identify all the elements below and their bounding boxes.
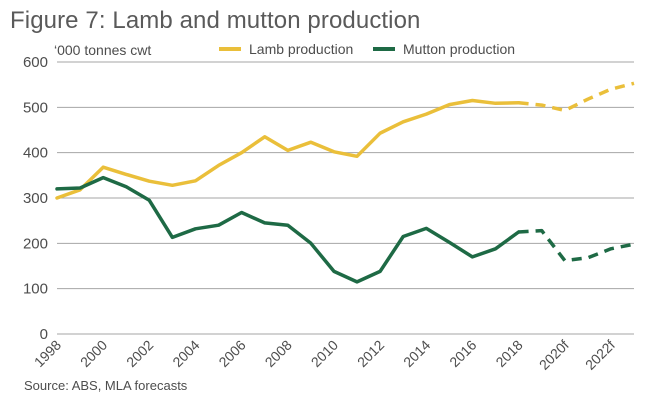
legend: Lamb production Mutton production bbox=[219, 41, 515, 57]
y-tick-label: 100 bbox=[23, 281, 48, 298]
x-tick-label: 2010 bbox=[308, 337, 341, 370]
x-tick-label: 2016 bbox=[446, 337, 479, 370]
source-note: Source: ABS, MLA forecasts bbox=[24, 378, 188, 393]
legend-label-mutton: Mutton production bbox=[403, 41, 515, 57]
y-axis-label: ‘000 tonnes cwt bbox=[54, 42, 151, 58]
x-tick-label: 2020f bbox=[536, 337, 572, 373]
lamb-actual-line bbox=[55, 98, 521, 200]
y-tick-label: 300 bbox=[23, 190, 48, 207]
grid-lines bbox=[57, 61, 634, 335]
chart-title: Figure 7: Lamb and mutton production bbox=[10, 7, 421, 34]
x-tick-label: 2006 bbox=[215, 337, 248, 370]
x-tick-label: 2002 bbox=[123, 337, 156, 370]
y-tick-label: 600 bbox=[23, 54, 48, 71]
x-tick-label: 2000 bbox=[77, 337, 110, 370]
y-tick-label: 0 bbox=[40, 326, 48, 343]
x-tick-label: 2022f bbox=[582, 337, 618, 373]
legend-label-lamb: Lamb production bbox=[249, 41, 353, 57]
y-tick-label: 400 bbox=[23, 145, 48, 162]
y-tick-label: 500 bbox=[23, 99, 48, 116]
x-tick-label: 1998 bbox=[31, 337, 64, 370]
x-tick-label: 2004 bbox=[169, 337, 202, 370]
x-tick-label: 2012 bbox=[354, 337, 387, 370]
lamb-forecast-line bbox=[518, 81, 635, 113]
series-lines bbox=[55, 81, 635, 284]
mutton-actual-line bbox=[55, 175, 521, 284]
y-axis-ticks: 0 100 200 300 400 500 600 bbox=[23, 54, 48, 343]
x-axis-ticks: 1998 2000 2002 2004 2006 2008 2010 2012 2014 2016… bbox=[31, 337, 618, 373]
mutton-forecast-line bbox=[518, 228, 635, 263]
x-tick-label: 2018 bbox=[492, 337, 525, 370]
y-tick-label: 200 bbox=[23, 235, 48, 252]
x-tick-label: 2014 bbox=[400, 337, 433, 370]
x-tick-label: 2008 bbox=[262, 337, 295, 370]
